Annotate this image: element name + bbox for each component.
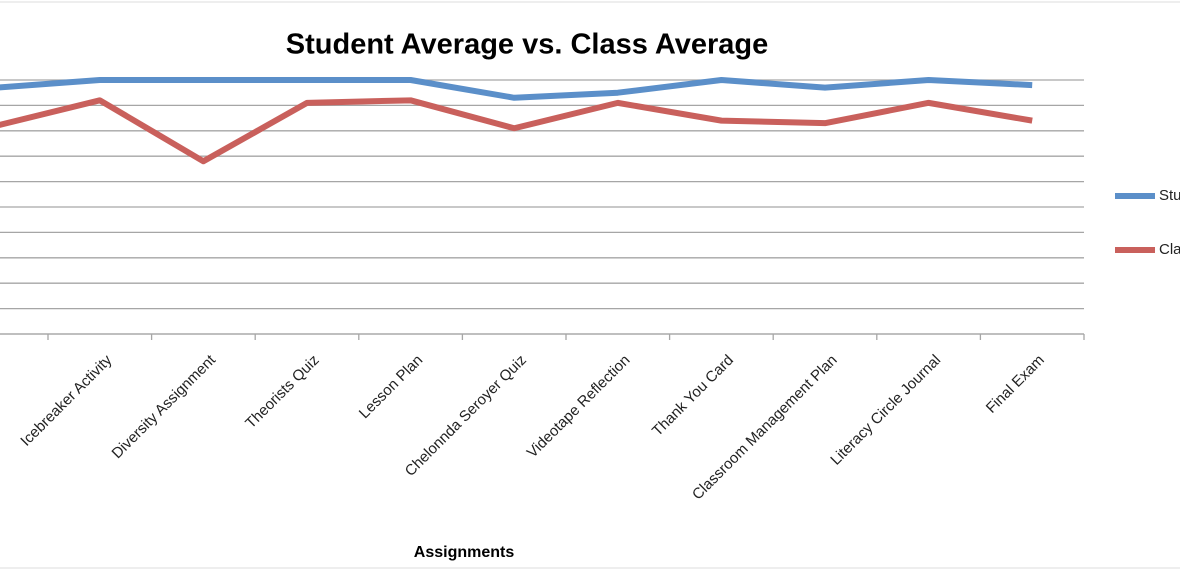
x-tick-label: Literacy Circle Journal — [827, 352, 944, 469]
x-tick-label: Thank You Card — [649, 352, 737, 440]
series-line — [0, 97, 1033, 165]
x-tick-label: Videotape Reflection — [524, 352, 634, 462]
x-tick-label: Chelonnda Seroyer Quiz — [402, 352, 530, 480]
x-tick-label: Diversity Assignment — [109, 351, 220, 462]
chart-title: Student Average vs. Class Average — [286, 29, 768, 61]
x-tick-label: Theorists Quiz — [242, 352, 322, 432]
x-tick-label: Final Exam — [983, 352, 1048, 417]
legend-label: Class Average — [1159, 241, 1180, 258]
x-axis-title: Assignments — [414, 544, 515, 561]
legend-label: Student Average — [1159, 187, 1180, 204]
series-line — [0, 77, 1033, 101]
x-tick-label: Lesson Plan — [356, 352, 426, 422]
x-tick-label: Icebreaker Activity — [17, 351, 115, 449]
